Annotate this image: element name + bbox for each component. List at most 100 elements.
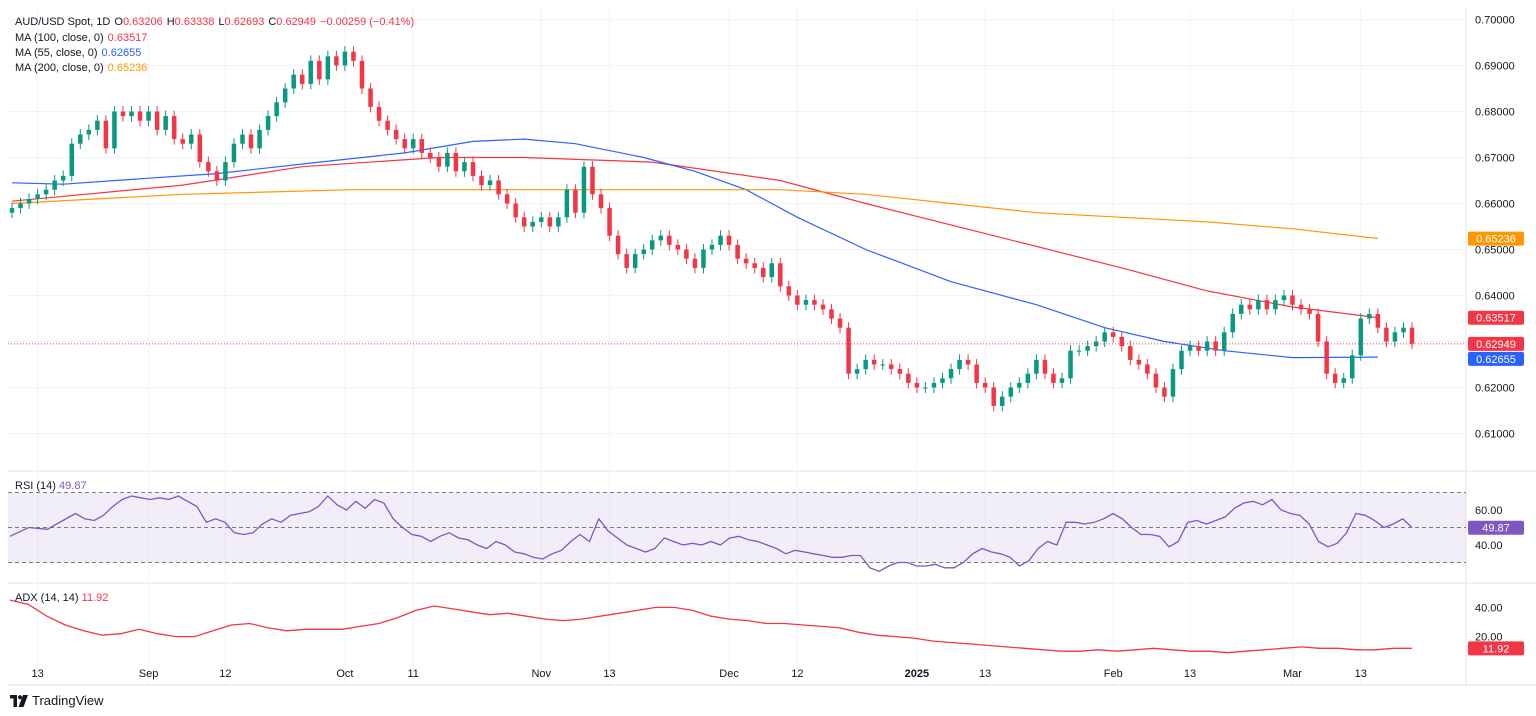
ma55-label: MA (55, close, 0) — [15, 47, 98, 59]
candle — [880, 364, 885, 366]
candle — [60, 175, 66, 181]
candle — [1401, 327, 1406, 333]
candle — [18, 203, 23, 209]
candle — [1264, 300, 1270, 310]
candle — [1102, 332, 1107, 342]
ma55-value: 0.62655 — [101, 47, 142, 59]
symbol-legend: AUD/USD Spot, 1D O0.63206 H0.63338 L0.62693… — [15, 15, 418, 30]
candle — [573, 189, 578, 213]
moving-average-line — [11, 156, 1378, 319]
candle — [52, 180, 57, 190]
price-tick-label: 0.61000 — [1475, 429, 1515, 441]
candle — [197, 134, 203, 163]
candle — [1017, 382, 1022, 388]
candle — [1119, 336, 1125, 347]
candle — [940, 378, 945, 383]
ma200-label: MA (200, close, 0) — [15, 62, 104, 74]
adx-tick-label: 40.00 — [1475, 602, 1503, 614]
rsi-label: RSI (14) — [15, 480, 56, 492]
candle — [86, 129, 92, 135]
candle — [274, 102, 279, 117]
candle — [1392, 332, 1398, 342]
time-axis-label: Oct — [336, 668, 353, 680]
time-axis-label: Sep — [139, 668, 159, 680]
candle — [163, 116, 168, 130]
adx-value: 11.92 — [81, 592, 109, 604]
candle — [1256, 300, 1261, 310]
price-badge — [1468, 336, 1524, 351]
candle — [1179, 350, 1184, 370]
adx-label: ADX (14, 14) — [15, 592, 79, 604]
candle — [351, 51, 356, 61]
candle — [743, 258, 749, 264]
candle — [769, 263, 775, 278]
price-badge-label: 0.65236 — [1476, 234, 1516, 246]
candle — [735, 244, 740, 259]
candle — [1068, 350, 1073, 379]
candle — [257, 129, 262, 149]
candle — [991, 387, 996, 406]
rsi-value-badge-label: 49.87 — [1482, 523, 1510, 535]
candle — [1093, 341, 1099, 347]
candle — [43, 189, 49, 195]
candle — [615, 235, 621, 255]
candle — [1076, 350, 1082, 352]
candle — [1324, 341, 1329, 374]
time-axis-label: 11 — [408, 668, 419, 680]
candle — [368, 88, 373, 107]
candle — [299, 74, 305, 84]
candle — [923, 387, 928, 389]
candle — [590, 166, 595, 195]
symbol-title: AUD/USD Spot, 1D — [15, 16, 111, 28]
price-badge-label: 0.63517 — [1476, 313, 1516, 325]
candle — [1358, 318, 1364, 356]
time-axis-label: 13 — [603, 668, 615, 680]
candle — [282, 88, 288, 103]
price-badge-label: 0.62949 — [1476, 339, 1516, 351]
candle — [154, 111, 160, 130]
candle — [1051, 373, 1056, 383]
candle — [667, 235, 672, 245]
ma55-legend: MA (55, close, 0) 0.62655 — [15, 46, 145, 61]
candle — [1239, 304, 1244, 314]
candle — [95, 120, 100, 130]
candle — [999, 396, 1005, 406]
candle — [462, 162, 467, 172]
candle — [393, 129, 399, 140]
candle — [539, 217, 544, 222]
price-badge — [1468, 310, 1524, 325]
candle — [1145, 364, 1150, 374]
candle — [223, 162, 228, 181]
candle — [598, 194, 604, 209]
close-label: C — [268, 16, 277, 28]
candle — [889, 364, 894, 370]
candle — [897, 369, 903, 374]
tradingview-logo: TradingView — [10, 693, 104, 708]
candle — [171, 116, 177, 140]
candle — [137, 111, 143, 121]
time-axis-label: 12 — [791, 668, 803, 680]
candle — [1034, 359, 1039, 374]
candle — [649, 240, 655, 250]
ma100-legend: MA (100, close, 0) 0.63517 — [15, 31, 151, 46]
rsi-line — [9, 495, 1413, 573]
candle — [487, 180, 493, 186]
candle — [581, 166, 587, 213]
tradingview-brand-label: TradingView — [32, 693, 104, 708]
candle — [419, 139, 425, 153]
adx-line — [9, 599, 1412, 654]
candle — [931, 382, 937, 388]
candle — [78, 134, 83, 144]
candle — [1059, 378, 1065, 383]
candle — [709, 244, 715, 250]
adx-value-badge — [1468, 641, 1524, 656]
candle — [871, 359, 877, 365]
candle — [726, 235, 732, 245]
price-tick-label: 0.68000 — [1475, 107, 1515, 119]
rsi-tick-label: 60.00 — [1475, 505, 1503, 517]
price-tick-label: 0.69000 — [1475, 61, 1515, 73]
candle — [428, 152, 433, 158]
candle — [675, 244, 681, 250]
candle — [231, 143, 237, 163]
